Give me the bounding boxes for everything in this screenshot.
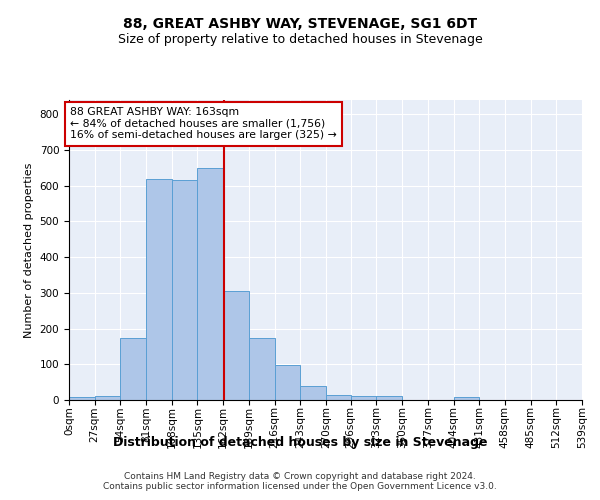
Text: 88, GREAT ASHBY WAY, STEVENAGE, SG1 6DT: 88, GREAT ASHBY WAY, STEVENAGE, SG1 6DT <box>123 18 477 32</box>
Bar <box>121 338 146 400</box>
Bar <box>275 366 300 400</box>
Text: Distribution of detached houses by size in Stevenage: Distribution of detached houses by size … <box>113 436 487 449</box>
Bar <box>172 180 197 400</box>
Bar <box>95 396 121 400</box>
Bar <box>454 397 479 400</box>
Text: Contains HM Land Registry data © Crown copyright and database right 2024.
Contai: Contains HM Land Registry data © Crown c… <box>103 472 497 491</box>
Bar <box>326 394 351 400</box>
Bar <box>69 397 95 400</box>
Bar <box>249 338 275 400</box>
Y-axis label: Number of detached properties: Number of detached properties <box>24 162 34 338</box>
Bar <box>300 386 326 400</box>
Bar <box>351 396 376 400</box>
Bar <box>376 396 402 400</box>
Bar <box>197 168 223 400</box>
Bar <box>146 178 172 400</box>
Bar <box>223 291 249 400</box>
Text: 88 GREAT ASHBY WAY: 163sqm
← 84% of detached houses are smaller (1,756)
16% of s: 88 GREAT ASHBY WAY: 163sqm ← 84% of deta… <box>70 107 337 140</box>
Text: Size of property relative to detached houses in Stevenage: Size of property relative to detached ho… <box>118 32 482 46</box>
